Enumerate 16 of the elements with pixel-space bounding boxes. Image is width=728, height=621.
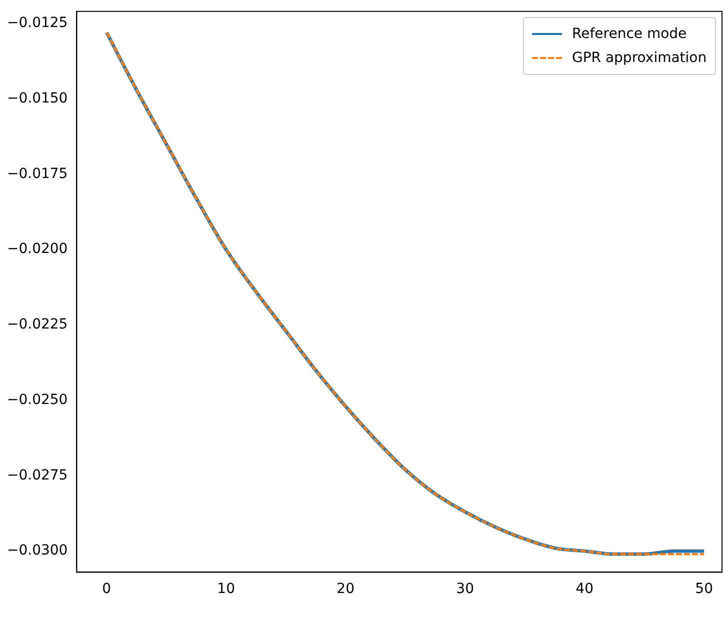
x-tick-label: 50 <box>695 581 713 598</box>
legend-label: GPR approximation <box>572 50 707 66</box>
x-tick-label: 0 <box>102 581 112 598</box>
x-tick-label: 30 <box>456 581 474 598</box>
y-tick-label: −0.0225 <box>7 316 68 333</box>
y-tick-label: −0.0200 <box>7 241 68 258</box>
y-tick-label: −0.0300 <box>7 542 68 559</box>
y-tick-label: −0.0175 <box>7 166 68 182</box>
y-tick-label: −0.0275 <box>7 467 68 484</box>
x-tick-label: 20 <box>336 581 354 598</box>
x-tick-label: 40 <box>576 581 594 598</box>
x-tick-label: 10 <box>217 581 235 598</box>
y-tick-label: −0.0150 <box>7 90 68 106</box>
legend-label: Reference mode <box>572 26 687 42</box>
y-tick-label: −0.0125 <box>7 15 68 32</box>
y-tick-label: −0.0250 <box>7 392 68 408</box>
